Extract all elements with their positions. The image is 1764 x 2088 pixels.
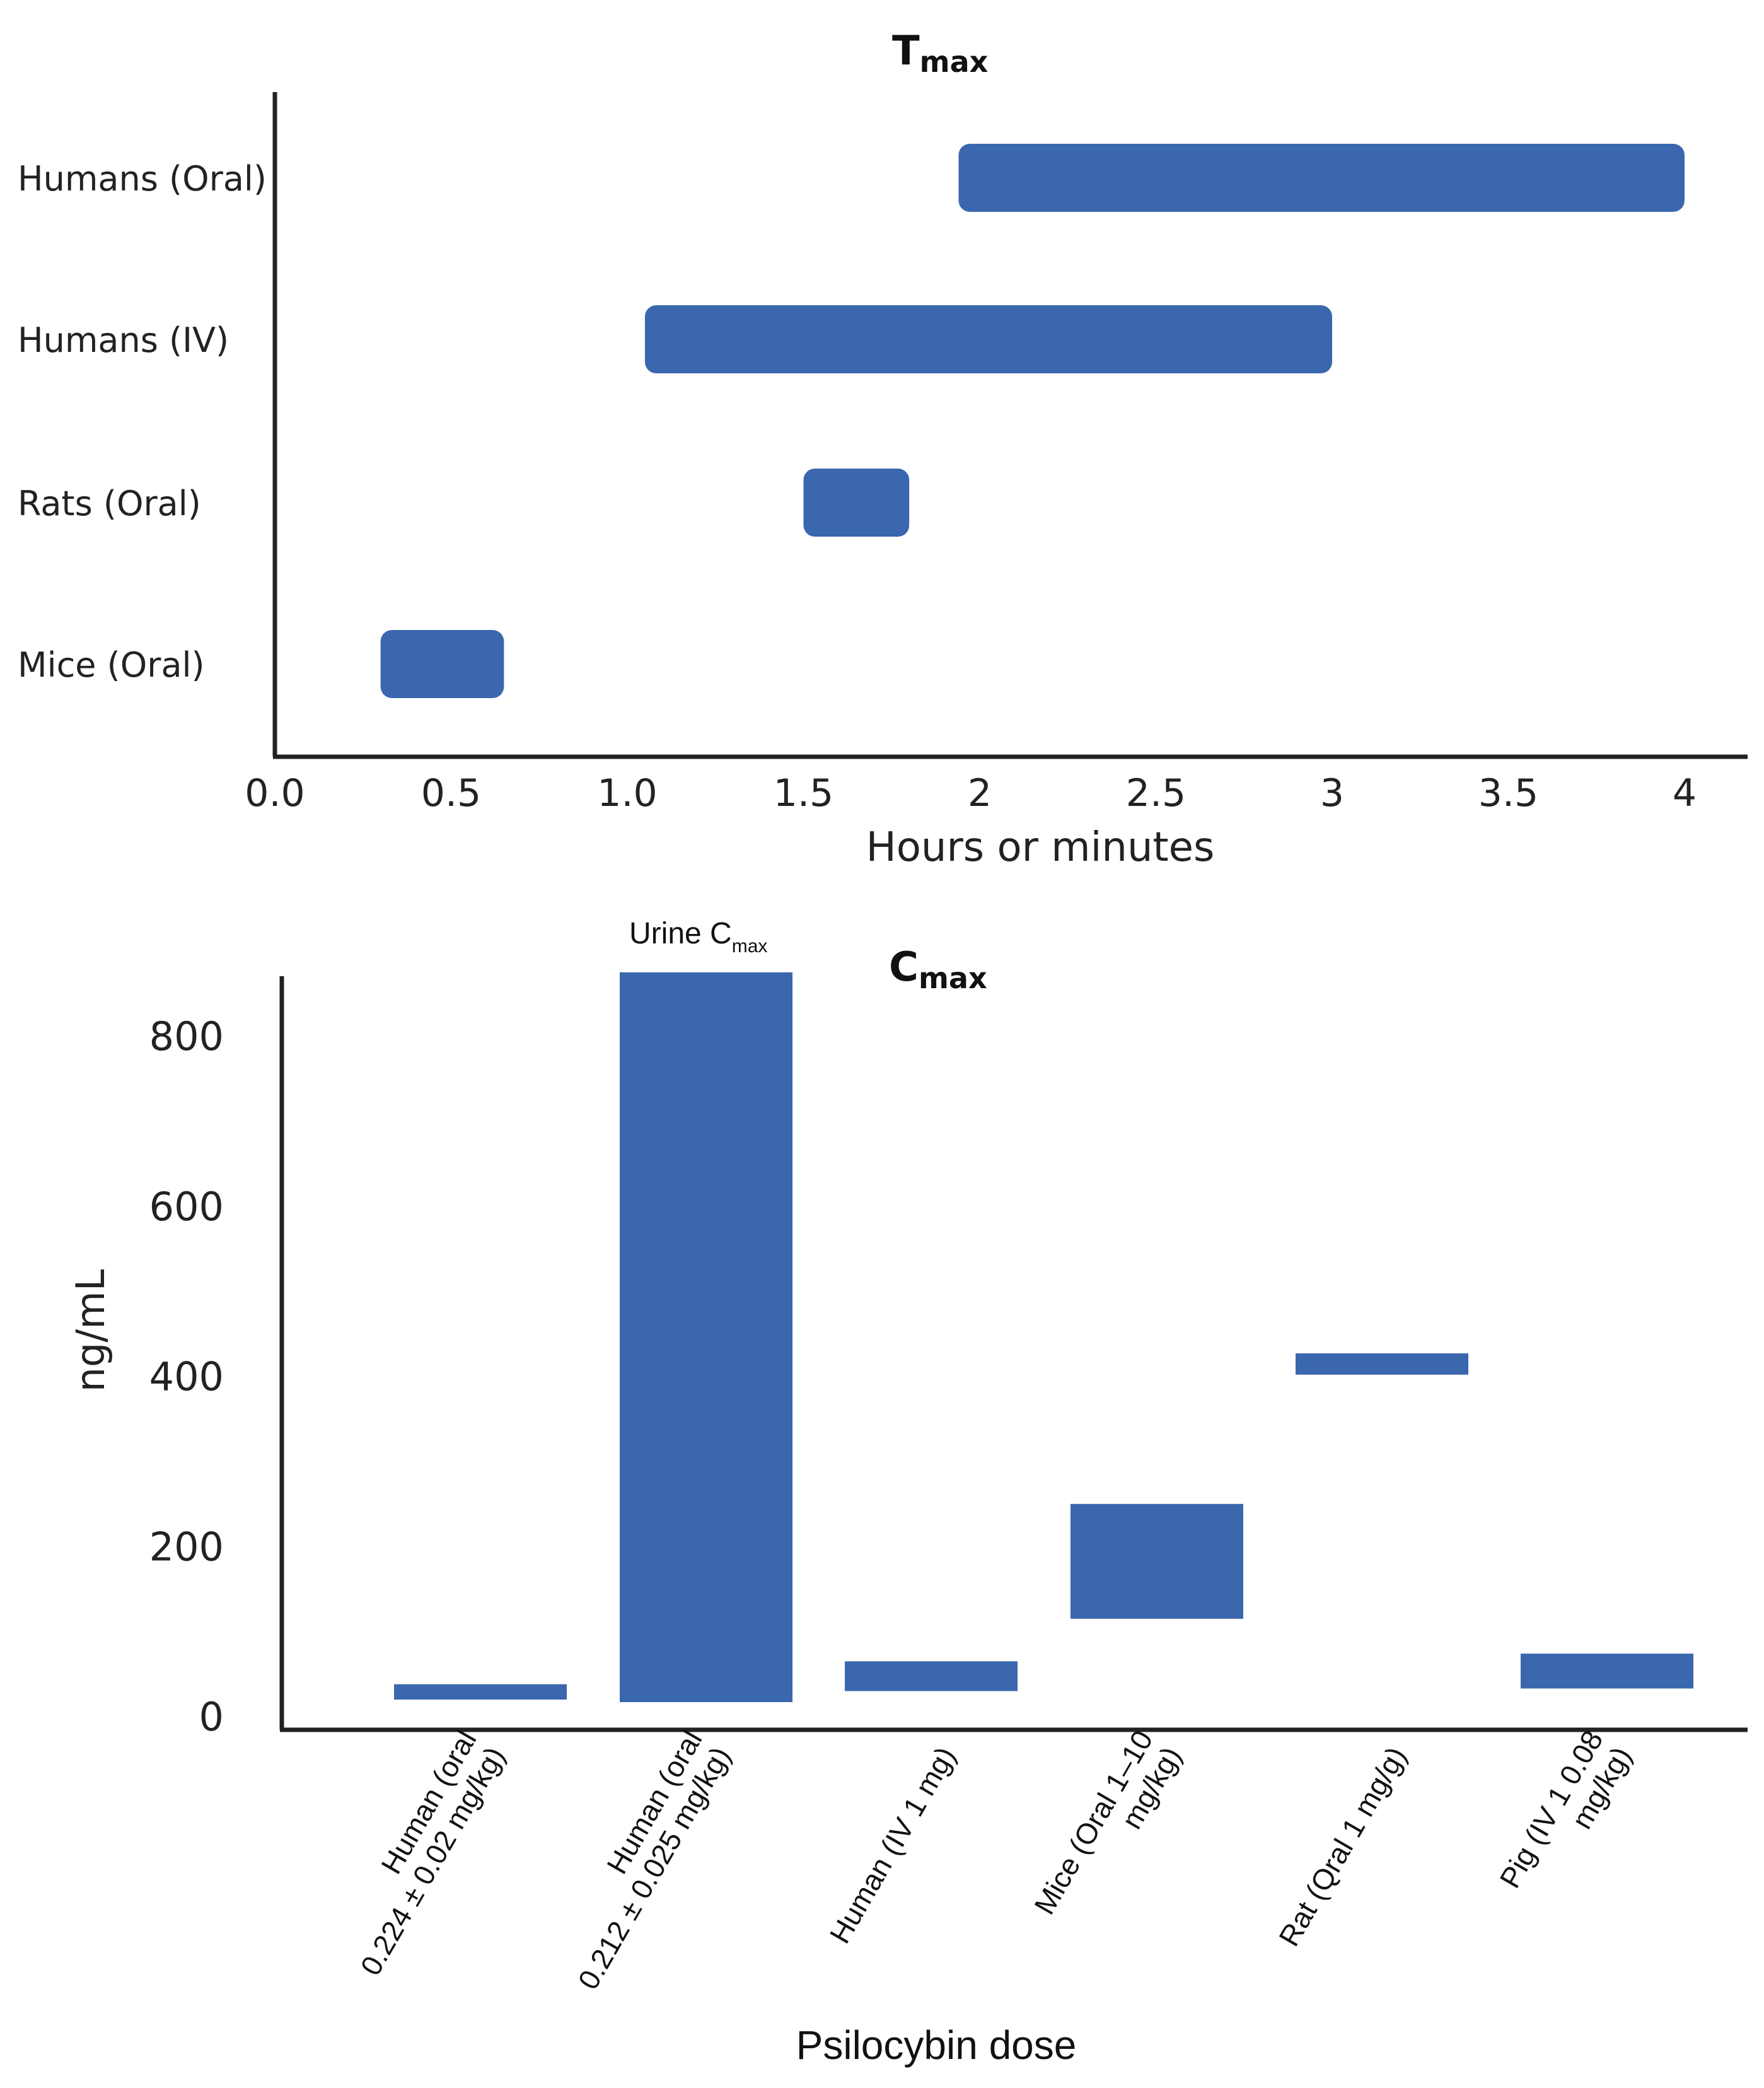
tmax-x-tick: 0.0 — [245, 771, 305, 815]
tmax-bar-0 — [958, 144, 1685, 212]
cmax-bars — [394, 972, 1693, 1703]
tmax-bar-2 — [803, 469, 910, 537]
cmax-bar-1 — [620, 972, 792, 1703]
cmax-bar-5 — [1521, 1653, 1693, 1689]
tmax-x-tick: 0.5 — [421, 771, 481, 815]
tmax-category-labels: Humans (Oral) Humans (IV) Rats (Oral) Mice … — [18, 159, 267, 685]
tmax-x-tick: 1.5 — [774, 771, 833, 815]
cmax-y-axis-label: ng/mL — [67, 1269, 113, 1392]
tmax-category-label: Mice (Oral) — [18, 645, 205, 685]
cmax-category-line: Rat (Qral 1 mg/g) — [1272, 1741, 1413, 1952]
tmax-category-label: Humans (Oral) — [18, 159, 267, 199]
tmax-bars — [380, 144, 1685, 698]
tmax-bar-1 — [644, 305, 1333, 373]
cmax-y-tick: 400 — [149, 1354, 224, 1400]
tmax-category-label: Rats (Oral) — [18, 484, 201, 523]
cmax-y-tick-labels: 0 200 400 600 800 — [149, 1013, 224, 1740]
tmax-x-tick: 4 — [1673, 771, 1697, 815]
cmax-title: Cmax — [889, 944, 987, 995]
tmax-x-tick: 3 — [1320, 771, 1344, 815]
tmax-chart: Tmax Humans (Oral) Humans (IV) Rats (Oral)… — [18, 28, 1748, 871]
cmax-bar-0 — [394, 1684, 567, 1700]
cmax-y-tick: 800 — [149, 1013, 224, 1059]
tmax-x-tick: 1.0 — [597, 771, 657, 815]
tmax-x-tick-labels: 0.0 0.5 1.0 1.5 2 2.5 3 3.5 4 — [245, 771, 1697, 815]
cmax-y-tick: 200 — [149, 1524, 224, 1570]
cmax-bar-3 — [1071, 1503, 1243, 1619]
tmax-bar-3 — [380, 630, 504, 698]
urine-cmax-annotation: Urine Cmax — [629, 917, 767, 957]
urine-cmax-subscript: max — [732, 936, 768, 957]
tmax-title-subscript: max — [920, 45, 989, 79]
tmax-title: Tmax — [892, 28, 988, 79]
tmax-x-axis-label: Hours or minutes — [866, 824, 1215, 871]
tmax-x-tick: 3.5 — [1478, 771, 1538, 815]
cmax-x-axis-label: Psilocybin dose — [796, 2022, 1077, 2068]
cmax-bar-2 — [845, 1661, 1018, 1691]
tmax-category-label: Humans (IV) — [18, 320, 229, 360]
tmax-x-tick: 2 — [968, 771, 992, 815]
cmax-category-label: Rat (Qral 1 mg/g) — [1272, 1741, 1413, 1952]
cmax-category-label: Human (IV 1 mg) — [823, 1741, 962, 1949]
cmax-y-tick: 600 — [149, 1184, 224, 1230]
cmax-bar-4 — [1296, 1353, 1468, 1375]
tmax-x-tick: 2.5 — [1126, 771, 1186, 815]
cmax-category-line: Human (IV 1 mg) — [823, 1741, 962, 1949]
cmax-title-subscript: max — [919, 961, 987, 995]
cmax-y-tick: 0 — [199, 1694, 224, 1740]
